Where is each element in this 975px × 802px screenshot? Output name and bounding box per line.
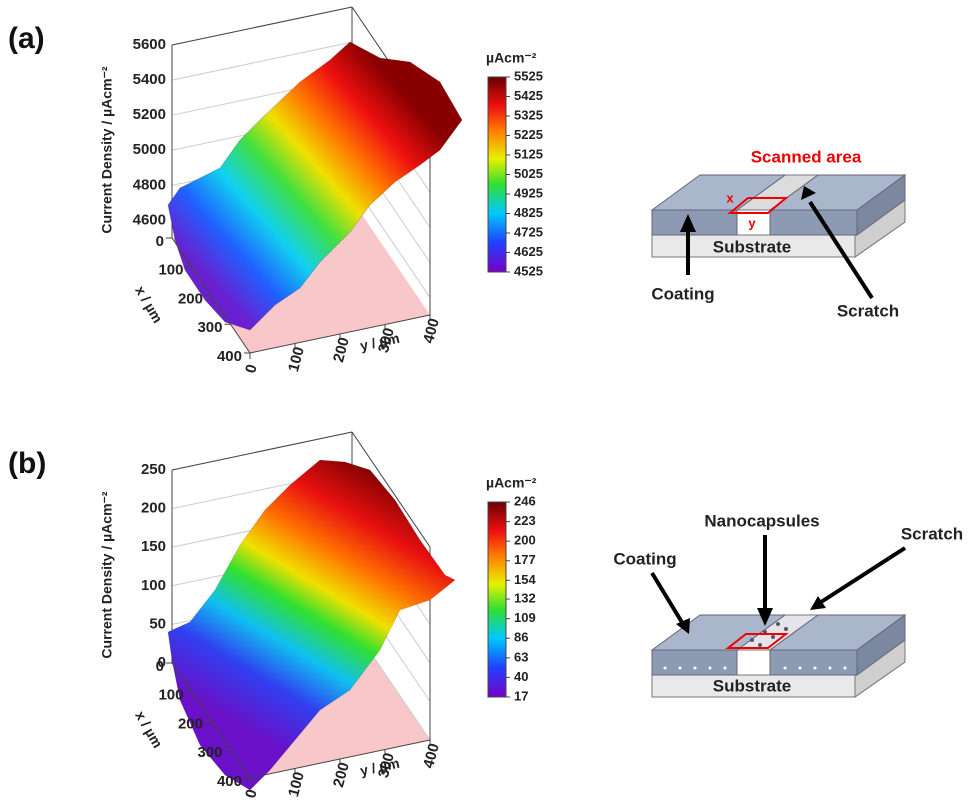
colorbar-tick-label: 4725 (514, 224, 543, 239)
scratch-label: Scratch (901, 524, 963, 543)
x-axis-label: x / µm (132, 708, 166, 751)
diagram-a: Scanned area x y Substrate Coating Scrat… (650, 147, 907, 320)
z-tick-label: 5400 (133, 71, 166, 88)
z-tick-label: 5600 (133, 36, 166, 53)
y-tick-label: 400 (420, 742, 443, 771)
colorbar-tick-label: 4825 (514, 205, 543, 220)
axis-line (171, 431, 353, 471)
colorbar-tick-label: 154 (514, 572, 536, 587)
z-tick-label: 5200 (133, 106, 166, 123)
colorbar (487, 501, 507, 698)
x-tick-label: 300 (197, 319, 222, 336)
x-tick-label: 100 (158, 687, 183, 704)
colorbar-tick-label: 5425 (514, 88, 543, 103)
axis-line (351, 431, 431, 548)
surface (167, 459, 456, 791)
x-axis-label: x / µm (132, 283, 166, 326)
y-tick-label: 300 (375, 751, 398, 780)
scratch-label: Scratch (837, 301, 899, 320)
axis-line (171, 6, 353, 46)
surface (167, 41, 463, 331)
z-tick-label: 250 (141, 461, 166, 478)
diagram-b: Nanocapsules Scratch Coating Substrate (613, 511, 963, 698)
z-tick-label: 200 (141, 500, 166, 517)
colorbar-tick-label: 200 (514, 533, 536, 548)
x-tick-label: 0 (156, 233, 164, 250)
y-tick-label: 100 (285, 770, 308, 799)
colorbar-tick-label: 5125 (514, 146, 543, 161)
colorbar-tick-label: 4525 (514, 263, 543, 278)
colorbar (487, 76, 507, 273)
x-tick-label: 100 (158, 262, 183, 279)
colorbar-tick-label: 177 (514, 552, 536, 567)
colorbar-title: µAcm⁻² (486, 475, 537, 491)
colorbar-tick-label: 86 (514, 630, 528, 645)
colorbar-tick-label: 17 (514, 688, 528, 703)
z-axis-label: Current Density / µAcm⁻² (99, 66, 115, 233)
z-tick-label: 100 (141, 577, 166, 594)
y-tick-label: 0 (242, 788, 261, 800)
axis-line (249, 739, 431, 779)
x-tick-label: 0 (156, 658, 164, 675)
substrate-label: Substrate (713, 676, 791, 695)
diagram-title: Scanned area (751, 147, 862, 166)
y-tick-label: 400 (420, 317, 443, 346)
x-label: x (726, 190, 734, 205)
coating-label: Coating (651, 284, 714, 303)
panel-label: (a) (8, 22, 45, 55)
y-tick-label: 200 (330, 336, 353, 365)
colorbar-tick-label: 246 (514, 493, 536, 508)
colorbar-tick-label: 4925 (514, 185, 543, 200)
colorbar-tick-label: 63 (514, 649, 528, 664)
panel-label: (b) (8, 447, 46, 480)
colorbar-tick-label: 4625 (514, 244, 543, 259)
z-tick-label: 0 (158, 654, 166, 671)
z-tick-label: 5000 (133, 141, 166, 158)
z-tick-label: 150 (141, 538, 166, 555)
axis-line (249, 314, 431, 354)
colorbar-title: µAcm⁻² (486, 50, 537, 66)
z-axis-label: Current Density / µAcm⁻² (99, 491, 115, 658)
y-label: y (748, 215, 756, 230)
y-tick-label: 100 (285, 345, 308, 374)
colorbar-tick-label: 5525 (514, 68, 543, 83)
colorbar-tick-label: 223 (514, 513, 536, 528)
y-tick-label: 0 (242, 363, 261, 375)
y-tick-label: 200 (330, 761, 353, 790)
x-tick-label: 200 (178, 290, 203, 307)
x-tick-label: 400 (217, 773, 242, 790)
x-tick-label: 400 (217, 348, 242, 365)
colorbar-tick-label: 40 (514, 669, 528, 684)
nanocapsules-label: Nanocapsules (704, 511, 819, 530)
substrate-label: Substrate (713, 237, 791, 256)
z-tick-label: 50 (149, 615, 166, 632)
colorbar-tick-label: 5025 (514, 166, 543, 181)
colorbar-tick-label: 5325 (514, 107, 543, 122)
colorbar-tick-label: 132 (514, 591, 536, 606)
axis-line (171, 237, 251, 354)
axis-line (171, 662, 251, 779)
x-tick-label: 300 (197, 744, 222, 761)
coating-label: Coating (613, 549, 676, 568)
x-tick-label: 200 (178, 715, 203, 732)
z-tick-label: 4600 (133, 211, 166, 228)
colorbar-tick-label: 5225 (514, 127, 543, 142)
y-tick-label: 300 (375, 326, 398, 355)
colorbar-tick-label: 109 (514, 610, 536, 625)
z-tick-label: 4800 (133, 176, 166, 193)
